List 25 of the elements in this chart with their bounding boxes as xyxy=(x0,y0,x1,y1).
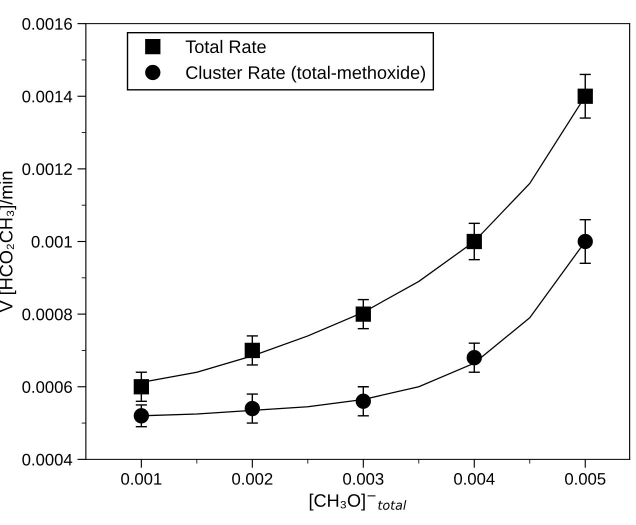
x-tick-label: 0.005 xyxy=(565,473,606,485)
point xyxy=(356,306,371,322)
point xyxy=(134,379,149,394)
y-tick-label: 0.0006 xyxy=(22,381,72,393)
y-tick-label: 0.0012 xyxy=(22,163,72,176)
x-tick-label: 0.002 xyxy=(232,473,272,485)
point xyxy=(466,234,482,250)
point xyxy=(356,394,371,409)
y-tick-label: 0.001 xyxy=(32,236,72,248)
x-tick-label: 0.004 xyxy=(454,473,495,485)
x-axis-title: [CH₃O]$^{−}$$_{total}$ xyxy=(310,494,406,510)
y-tick-label: 0.0004 xyxy=(22,454,72,466)
point xyxy=(466,350,482,366)
point xyxy=(134,408,149,424)
y-tick-label: 0.0008 xyxy=(22,308,72,320)
y-tick-label: 0.0016 xyxy=(22,18,72,30)
legend-label: Total Rate xyxy=(186,40,266,54)
point xyxy=(244,400,260,416)
point xyxy=(244,342,260,358)
point xyxy=(578,88,593,104)
x-tick-label: 0.003 xyxy=(343,473,384,485)
x-tick-label: 0.001 xyxy=(121,473,162,485)
legend-label: Cluster Rate (total-methoxide) xyxy=(186,66,426,83)
y-tick-label: 0.0014 xyxy=(22,90,72,102)
point xyxy=(578,234,593,250)
